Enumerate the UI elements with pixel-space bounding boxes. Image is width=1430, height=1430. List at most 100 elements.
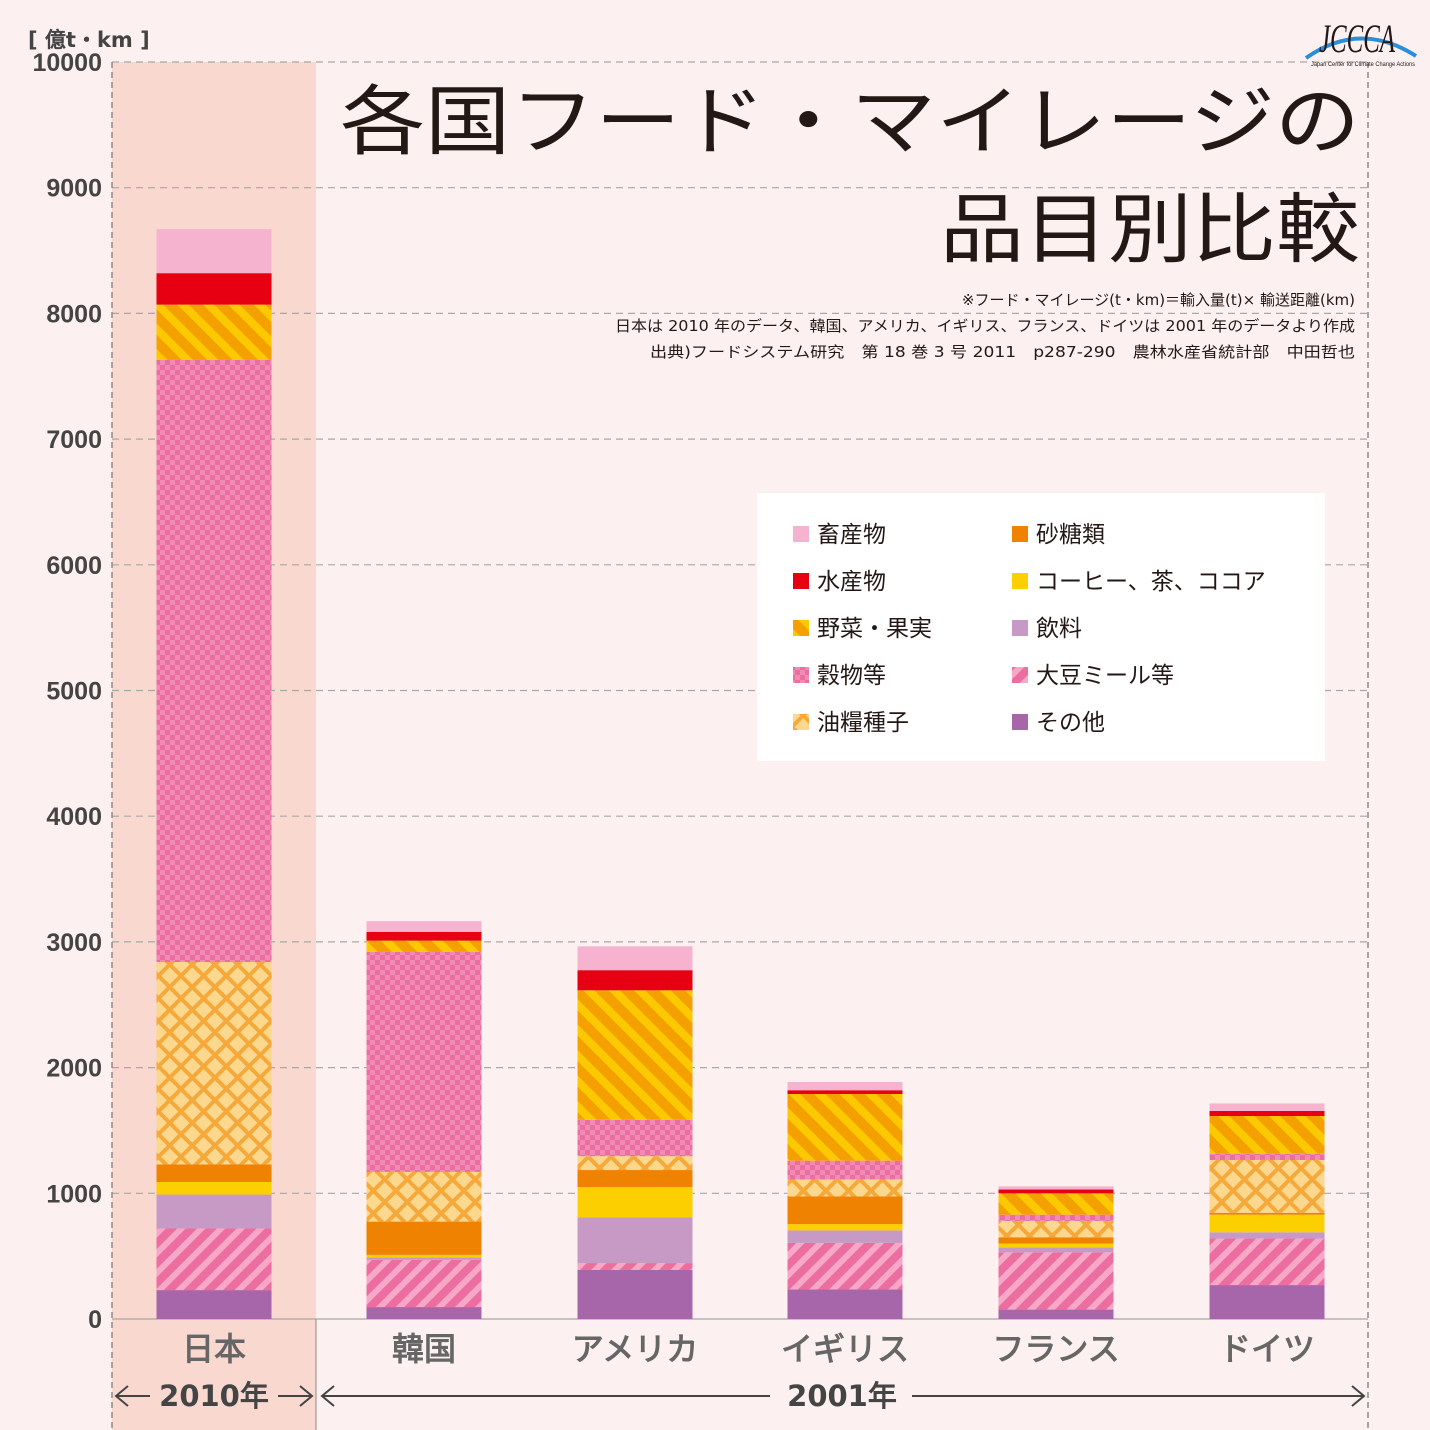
bar-stack [156, 229, 272, 1319]
y-axis-unit: [ 億t・km ] [28, 28, 150, 52]
bar-segment [1209, 1285, 1325, 1319]
formula-note: ※フード・マイレージ(t・km)＝輸入量(t)× 輸送距離(km) [962, 291, 1355, 309]
bar-stack [1209, 1103, 1325, 1319]
category-label: イギリス [781, 1330, 909, 1368]
y-tick-label: 2000 [46, 1055, 102, 1083]
bar-segment [156, 273, 272, 305]
bar-segment [577, 990, 693, 1120]
legend-swatch [1012, 573, 1028, 589]
bar-segment [577, 1263, 693, 1270]
bar-segment [998, 1252, 1114, 1310]
chart-title-line-1: 各国フード・マイレージの [340, 77, 1360, 166]
legend-box [757, 493, 1325, 761]
period-label-2001: 2001年 [787, 1379, 897, 1413]
bar-segment [998, 1193, 1114, 1215]
legend-entry: その他 [1036, 710, 1105, 736]
bar-segment [366, 1171, 482, 1222]
y-tick-label: 7000 [46, 426, 102, 454]
bar-segment [366, 1257, 482, 1260]
bar-segment [366, 940, 482, 952]
bar-segment [577, 1170, 693, 1188]
category-labels: 日本 韓国 アメリカ イギリス フランス ドイツ [182, 1330, 1315, 1368]
bar-stack [998, 1186, 1114, 1319]
bar-segment [577, 1119, 693, 1157]
bar-segment [156, 1228, 272, 1291]
legend-swatch [793, 526, 809, 542]
bar-segment [156, 1164, 272, 1182]
bar-segment [998, 1309, 1114, 1319]
bar-segment [156, 962, 272, 1165]
legend-swatch [1012, 526, 1028, 542]
bars [156, 229, 1325, 1319]
bar-segment [787, 1196, 903, 1225]
y-tick-label: 0 [88, 1306, 102, 1334]
bar-segment [366, 921, 482, 932]
legend-entry: 野菜・果実 [817, 616, 932, 642]
bar-segment [1209, 1238, 1325, 1286]
bar-segment [577, 1269, 693, 1319]
y-tick-label: 4000 [46, 803, 102, 831]
legend-swatch [1012, 714, 1028, 730]
y-tick-label: 8000 [46, 300, 102, 328]
legend-swatch [1012, 667, 1028, 683]
bar-segment [1209, 1103, 1325, 1111]
legend-entry: 畜産物 [817, 522, 886, 548]
y-tick-label: 1000 [46, 1180, 102, 1208]
bar-segment [366, 951, 482, 1172]
legend-swatch [793, 573, 809, 589]
bar-segment [787, 1093, 903, 1161]
legend-swatch [1012, 620, 1028, 636]
bar-segment [787, 1179, 903, 1197]
bar-segment [1209, 1153, 1325, 1160]
bar-segment [787, 1242, 903, 1290]
jccca-logo: JCCCA Japan Center for Climate Change Ac… [1304, 16, 1418, 68]
category-label: ドイツ [1219, 1330, 1315, 1368]
bar-segment [998, 1247, 1114, 1253]
bar-segment [1209, 1212, 1325, 1215]
bar-segment [577, 1156, 693, 1171]
y-tick-label: 6000 [46, 552, 102, 580]
bar-segment [366, 1307, 482, 1319]
bar-stack [787, 1082, 903, 1319]
bar-segment [998, 1189, 1114, 1194]
bar-segment [998, 1220, 1114, 1238]
legend-swatch [793, 620, 809, 636]
gridlines [112, 61, 1368, 1320]
bar-segment [366, 1254, 482, 1258]
period-japan: 2010年 [114, 1379, 314, 1413]
category-label: アメリカ [572, 1330, 698, 1368]
legend-entry: 穀物等 [817, 663, 886, 689]
legend-entry: 砂糖類 [1036, 522, 1105, 548]
bar-segment [577, 946, 693, 971]
bar-segment [577, 1187, 693, 1218]
bar-segment [366, 931, 482, 941]
logo-arc [1304, 36, 1418, 60]
y-tick-label: 10000 [32, 49, 102, 77]
legend-entry: 水産物 [817, 569, 886, 595]
period-others: 2001年 [320, 1379, 1366, 1413]
bar-segment [577, 1217, 693, 1264]
legend-entry: 飲料 [1036, 616, 1082, 642]
legend-entry: 油糧種子 [817, 710, 909, 736]
y-tick-label: 3000 [46, 929, 102, 957]
bar-stack [366, 921, 482, 1319]
bar-segment [998, 1243, 1114, 1248]
bar-segment [787, 1160, 903, 1180]
y-tick-label: 5000 [46, 678, 102, 706]
y-tick-labels: 0 1000 2000 3000 4000 5000 6000 7000 8000 9000 100… [32, 49, 102, 1334]
bar-stack [577, 946, 693, 1319]
legend-entry: コーヒー、茶、ココア [1036, 569, 1266, 595]
category-label: 韓国 [392, 1330, 456, 1368]
chart-title-line-2: 品目別比較 [940, 185, 1360, 274]
period-label-2010: 2010年 [159, 1379, 269, 1413]
data-year-note: 日本は 2010 年のデータ、韓国、アメリカ、イギリス、フランス、ドイツは 20… [615, 317, 1355, 335]
bar-segment [787, 1224, 903, 1231]
bar-segment [577, 970, 693, 991]
bar-segment [1209, 1214, 1325, 1233]
bar-segment [156, 1181, 272, 1195]
category-label: 日本 [182, 1330, 246, 1368]
bar-segment [787, 1082, 903, 1091]
bar-segment [787, 1289, 903, 1319]
bar-segment [156, 1290, 272, 1319]
